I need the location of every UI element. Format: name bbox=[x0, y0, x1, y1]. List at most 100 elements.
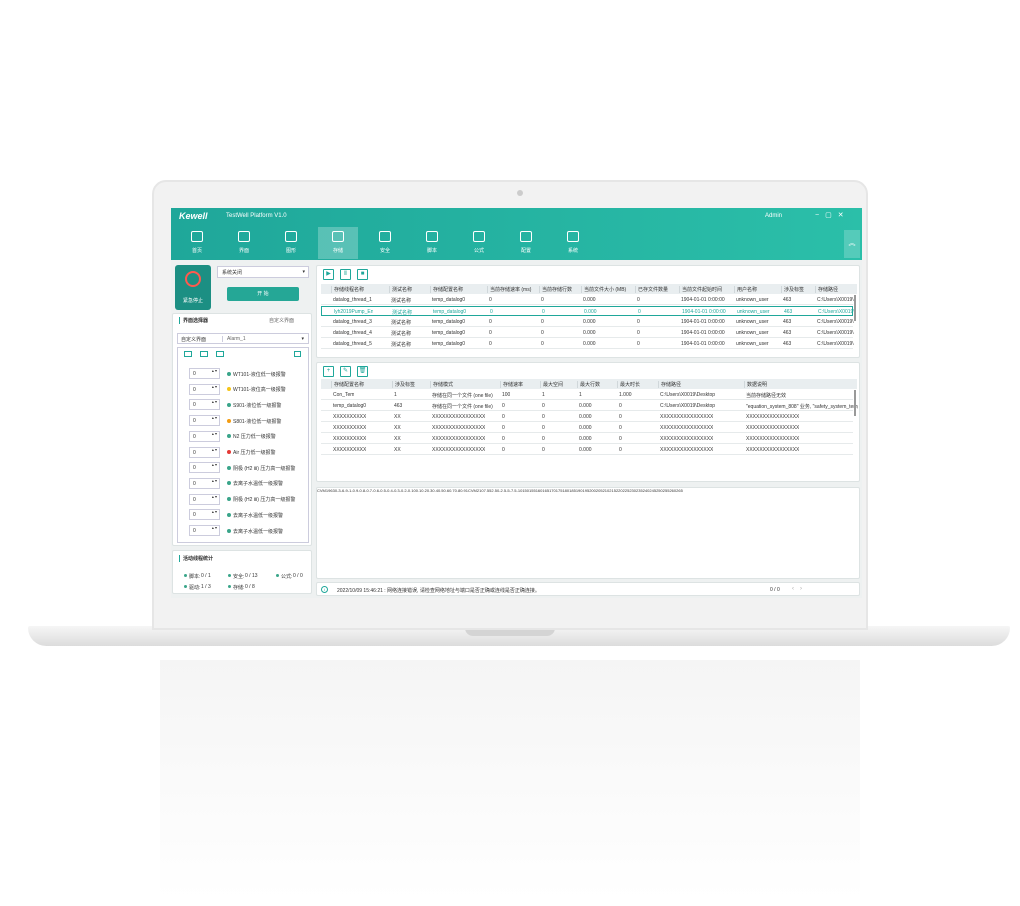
table-row[interactable]: Con_Tem 1 存储在同一个文件 (one file) 100 1 1 1.000 C:\… bbox=[321, 390, 853, 400]
table-row[interactable]: XXXXXXXXXX XX XXXXXXXXXXXXXXXX 0 0 0.000 0 XXXX… bbox=[321, 423, 853, 433]
toolbar-icon[interactable] bbox=[200, 351, 208, 357]
toolbar-icon[interactable] bbox=[294, 351, 301, 357]
alarm-spinner[interactable]: 0 ▴ ▾ bbox=[189, 383, 220, 395]
table-cell: 1904-01-01 0:00:00 bbox=[682, 309, 726, 315]
mode-select[interactable]: 系统关闭 ▾ bbox=[217, 266, 309, 278]
table-row[interactable]: temp_datalog0 463 存储在同一个文件 (one file) 0 0 0.0… bbox=[321, 401, 858, 411]
y-tick-label: -9 bbox=[344, 488, 348, 493]
chart-title: CVM2 bbox=[468, 488, 480, 493]
nav-item[interactable]: 存储 bbox=[318, 227, 358, 259]
emergency-stop[interactable]: 紧急停止 bbox=[175, 265, 211, 310]
x-tick-label: -1 bbox=[347, 488, 352, 493]
alarm-spinner[interactable]: 0 ▴ ▾ bbox=[189, 509, 220, 521]
alarm-spinner[interactable]: 0 ▴ ▾ bbox=[189, 493, 220, 505]
table-cell: XXXXXXXXXXXXXXXX bbox=[432, 436, 486, 442]
table-cell: 0 bbox=[619, 403, 622, 409]
table-cell: 463 bbox=[783, 341, 792, 347]
table-cell: 测试名称 bbox=[391, 298, 412, 304]
table-row[interactable]: XXXXXXXXXX XX XXXXXXXXXXXXXXXX 0 0 0.000 0 XXXX… bbox=[321, 445, 853, 455]
alarm-spinner[interactable]: 0 ▴ ▾ bbox=[189, 462, 220, 474]
nav-item[interactable]: 界面 bbox=[224, 227, 264, 259]
alarm-spinner[interactable]: 0 ▴ ▾ bbox=[189, 525, 220, 536]
camera bbox=[517, 190, 523, 196]
table-row[interactable]: XXXXXXXXXX XX XXXXXXXXXXXXXXXX 0 0 0.000 0 XXXX… bbox=[321, 412, 853, 422]
alarm-indicator bbox=[227, 497, 231, 502]
x-tick-label: 265 bbox=[676, 488, 683, 493]
collapse-button[interactable]: ︽ bbox=[844, 230, 860, 258]
alarm-value: 0 bbox=[193, 528, 196, 534]
toolbar-icon[interactable] bbox=[216, 351, 224, 357]
laptop-notch bbox=[465, 628, 555, 636]
custom-view-link[interactable]: 自定义界面 bbox=[269, 318, 295, 324]
nav-icon bbox=[285, 231, 297, 242]
table-cell: 0 bbox=[489, 319, 492, 325]
alarm-value: 0 bbox=[193, 402, 196, 409]
nav-item[interactable]: 脚本 bbox=[412, 227, 452, 259]
nav-item[interactable]: 安全 bbox=[365, 227, 405, 259]
x-tick-label: -0.6 bbox=[372, 488, 379, 493]
table-row[interactable]: datalog_thread_3 测试名称 temp_datalog0 0 0 0.000… bbox=[321, 317, 854, 327]
pager-buttons[interactable]: ‹› bbox=[792, 586, 808, 592]
nav-item[interactable]: 图形 bbox=[271, 227, 311, 259]
spinner-arrows: ▴ ▾ bbox=[211, 446, 217, 452]
table-row[interactable]: XXXXXXXXXX XX XXXXXXXXXXXXXXXX 0 0 0.000 0 XXXX… bbox=[321, 434, 853, 444]
chart-title: CVM1 bbox=[317, 488, 329, 493]
x-tick-label: 165 bbox=[542, 488, 550, 493]
logo: Kewell bbox=[179, 211, 208, 221]
nav-label: 存储 bbox=[332, 248, 343, 254]
x-tick-label: 240 bbox=[642, 488, 650, 493]
nav-item[interactable]: 配置 bbox=[506, 227, 546, 259]
alarm-spinner[interactable]: 0 ▴ ▾ bbox=[189, 415, 220, 427]
table-cell: unknown_user bbox=[736, 297, 769, 303]
nav-icon bbox=[238, 231, 250, 242]
nav-item[interactable]: 公式 bbox=[459, 227, 499, 259]
nav-label: 首页 bbox=[191, 248, 202, 254]
select-value: Alarm_1 bbox=[222, 336, 246, 342]
table-row[interactable]: lyh2019Pump_En 测试名称 temp_datalog0 0 0 0.000 0 1… bbox=[321, 306, 855, 316]
table-cell: 存储在同一个文件 (one file) bbox=[432, 393, 493, 399]
alarm-label: 阴极 (H2 Ⅲ) 压力高一级报警 bbox=[233, 497, 296, 504]
toolbar-button[interactable]: ✎ bbox=[340, 366, 351, 377]
alarm-label: S901-液位低一级报警 bbox=[233, 402, 282, 409]
y-tick-label: 0 bbox=[496, 488, 500, 493]
config-table-panel: + ✎ 🗑 存储配置名称 涉及标签 存储模式 存储速率 最大空间 最大行数 最大时长 存储路径 数据说… bbox=[316, 362, 860, 482]
alarm-spinner[interactable]: 0 ▴ ▾ bbox=[189, 368, 220, 379]
x-tick-label: 0 bbox=[413, 488, 416, 493]
view-select[interactable]: 自定义界面 Alarm_1 ▾ bbox=[177, 333, 309, 344]
thread-count: 0 / 8 bbox=[245, 584, 255, 590]
nav-item[interactable]: 系统 bbox=[553, 227, 593, 259]
nav-item[interactable]: 首页 bbox=[177, 227, 217, 259]
y-tick-label: 7.5 bbox=[483, 488, 490, 493]
nav-label: 安全 bbox=[379, 248, 390, 254]
table-cell: 0.000 bbox=[579, 425, 592, 431]
table-cell: 0 bbox=[542, 436, 545, 442]
toolbar-button[interactable]: ▶ bbox=[323, 269, 334, 280]
table-row[interactable]: datalog_thread_1 测试名称 temp_datalog0 0 0 0.000… bbox=[321, 295, 854, 305]
spinner-arrows: ▴ ▾ bbox=[211, 430, 217, 436]
alarm-spinner[interactable]: 0 ▴ ▾ bbox=[189, 430, 220, 442]
mode-value: 系统关闭 bbox=[222, 270, 243, 276]
table-cell: 0 bbox=[542, 447, 545, 453]
y-tick-label: 0 bbox=[334, 488, 338, 493]
spinner-arrows: ▴ ▾ bbox=[211, 525, 217, 530]
alarm-indicator bbox=[227, 402, 231, 407]
x-tick-label: -0.2 bbox=[399, 488, 407, 493]
alarm-spinner[interactable]: 0 ▴ ▾ bbox=[189, 446, 220, 458]
charts-svg: CVM19630-3-6-9-1-0.9-0.8-0.7-0.6-0.5-0.4… bbox=[317, 488, 683, 494]
alarm-label: 去离子水温低一级报警 bbox=[233, 528, 284, 535]
toolbar-icon[interactable] bbox=[184, 351, 192, 357]
alarm-spinner[interactable]: 0 ▴ ▾ bbox=[189, 477, 220, 489]
table-cell: 测试名称 bbox=[391, 342, 412, 348]
toolbar-button[interactable]: + bbox=[323, 366, 334, 377]
table-cell: 1904-01-01 0:00:00 bbox=[681, 297, 725, 303]
alarm-spinner[interactable]: 0 ▴ ▾ bbox=[189, 399, 220, 411]
toolbar-button[interactable]: 🗑 bbox=[357, 366, 368, 377]
table-row[interactable]: datalog_thread_4 测试名称 temp_datalog0 0 0 0.000… bbox=[321, 328, 854, 338]
column-header: 涉及标签 bbox=[781, 286, 804, 293]
table-cell: 1 bbox=[579, 392, 582, 398]
start-button[interactable]: 开 始 bbox=[227, 287, 299, 301]
table-row[interactable]: datalog_thread_5 测试名称 temp_datalog0 0 0 0.000… bbox=[321, 339, 854, 349]
toolbar-button[interactable]: ■ bbox=[357, 269, 368, 280]
toolbar-button[interactable]: Ⅱ bbox=[340, 269, 351, 280]
user-menu[interactable]: Admin bbox=[765, 213, 783, 219]
